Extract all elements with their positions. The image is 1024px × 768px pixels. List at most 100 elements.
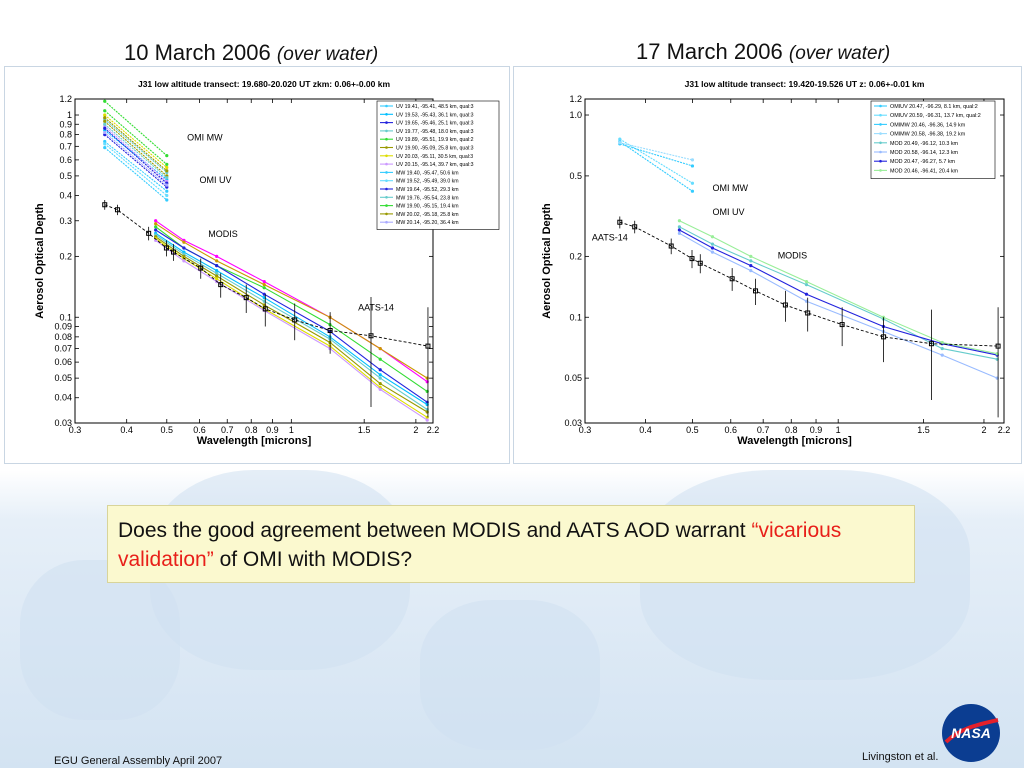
legend-label: OMIUV 20.59, -96.31, 13.7 km, qual:2 <box>890 113 981 119</box>
legend-label: MOD 20.49, -96.12, 10.3 km <box>890 141 959 147</box>
data-point <box>103 130 107 135</box>
data-point <box>103 146 107 150</box>
x-axis-label: Wavelength [microns] <box>197 435 312 447</box>
series-line <box>104 131 168 186</box>
legend-marker <box>385 179 388 182</box>
legend-marker <box>879 169 882 172</box>
legend-marker <box>385 171 388 174</box>
nasa-logo-swoosh <box>944 718 999 744</box>
data-point <box>749 254 753 258</box>
x-tick-label: 2.2 <box>427 425 440 435</box>
series-line <box>104 147 168 201</box>
data-point <box>995 343 1001 349</box>
data-point <box>215 274 219 278</box>
data-point <box>182 254 186 258</box>
y-tick-label: 0.8 <box>59 130 72 140</box>
chart-annotation: OMI UV <box>712 207 744 217</box>
data-point <box>690 164 695 168</box>
y-tick-label: 0.03 <box>564 418 582 428</box>
chart-annotation: OMI MW <box>187 132 223 142</box>
data-point <box>617 219 623 225</box>
legend-marker <box>385 204 388 207</box>
series-line <box>104 119 168 173</box>
question-text-end: of OMI with MODIS? <box>213 548 413 571</box>
x-tick-label: 0.6 <box>193 425 206 435</box>
nasa-logo-text: NASA <box>951 725 991 741</box>
legend-marker <box>879 113 882 117</box>
data-point <box>618 141 622 145</box>
series-line <box>619 138 693 184</box>
data-point <box>782 302 788 308</box>
data-point <box>165 193 169 198</box>
data-point <box>103 99 107 103</box>
chart-annotation: OMI UV <box>200 175 232 185</box>
background-map-shape <box>420 600 600 750</box>
data-point <box>103 139 107 144</box>
data-point <box>804 299 809 303</box>
nasa-logo: NASA <box>942 704 1000 762</box>
data-point <box>165 162 169 166</box>
data-point <box>262 283 266 287</box>
data-point <box>114 207 120 213</box>
y-tick-label: 0.5 <box>59 171 72 181</box>
chart-title: J31 low altitude transect: 19.420-19.526… <box>685 79 925 89</box>
legend-marker <box>385 187 388 191</box>
legend-label: UV 20.03, -95.11, 30.5 km, qual:3 <box>396 154 473 160</box>
legend-marker <box>385 146 388 149</box>
legend-label: MW 19.40, -95.47, 50.6 km <box>396 170 459 176</box>
data-point <box>262 286 266 290</box>
legend-marker <box>879 104 882 108</box>
left-title-date: 10 March 2006 <box>124 40 271 65</box>
data-point <box>378 368 382 372</box>
x-tick-label: 0.6 <box>725 425 738 435</box>
data-point <box>103 109 107 113</box>
y-tick-label: 0.1 <box>569 312 582 322</box>
footer-authors: Livingston et al. <box>862 751 939 763</box>
x-tick-label: 0.7 <box>221 425 234 435</box>
series-line <box>104 120 168 177</box>
y-tick-label: 0.07 <box>54 344 72 354</box>
data-point <box>618 137 622 141</box>
x-tick-label: 1 <box>289 425 294 435</box>
data-point <box>378 376 382 380</box>
data-point <box>677 225 682 229</box>
data-point <box>368 333 374 339</box>
legend-marker <box>385 121 388 124</box>
data-point <box>710 242 715 246</box>
chart-annotation: OMI MW <box>712 183 748 193</box>
data-point <box>689 256 695 262</box>
legend-label: OMIMW 20.58, -96.38, 19.2 km <box>890 132 966 138</box>
legend-label: MOD 20.47, -96.27, 5.7 km <box>890 159 956 165</box>
legend-marker <box>879 123 882 126</box>
data-point <box>165 198 169 202</box>
data-point <box>103 142 107 146</box>
y-tick-label: 0.03 <box>54 418 72 428</box>
legend-marker <box>385 212 388 216</box>
data-point <box>182 240 186 244</box>
data-point <box>749 264 753 268</box>
data-point <box>928 341 934 347</box>
x-tick-label: 1.5 <box>917 425 930 435</box>
right-title-condition: (over water) <box>788 43 891 64</box>
series-line <box>619 142 693 161</box>
data-point <box>677 231 682 235</box>
legend-label: MOD 20.46, -96.41, 20.4 km <box>890 168 959 174</box>
x-tick-label: 0.4 <box>120 425 133 435</box>
data-point <box>215 259 219 263</box>
data-point <box>103 113 107 117</box>
x-tick-label: 0.3 <box>579 425 592 435</box>
data-point <box>146 230 152 236</box>
legend-label: UV 20.15, -95.14, 39.7 km, qual:3 <box>396 162 474 168</box>
data-point <box>102 202 108 208</box>
footer-conference: EGU General Assembly April 2007 <box>54 755 223 767</box>
x-tick-label: 0.8 <box>245 425 258 435</box>
legend-marker <box>879 141 882 145</box>
data-point <box>154 225 158 229</box>
legend-label: UV 19.89, -95.51, 19.9 km, qual:2 <box>396 137 474 143</box>
y-tick-label: 1 <box>67 110 72 120</box>
data-point <box>262 280 266 284</box>
y-tick-label: 0.04 <box>54 393 72 403</box>
series-line <box>104 134 168 188</box>
data-point <box>690 181 695 185</box>
data-point <box>677 219 682 223</box>
